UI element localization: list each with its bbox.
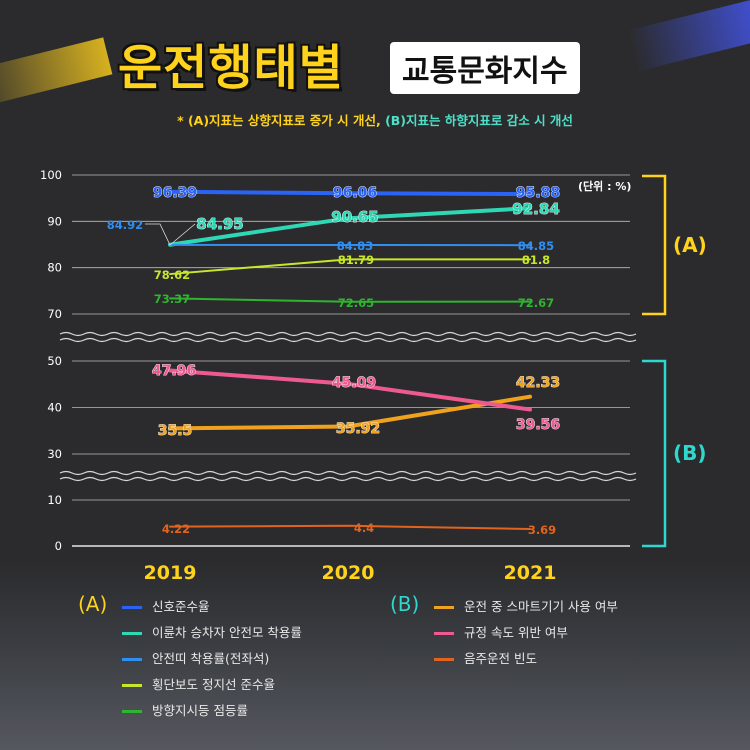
series-line [169,258,531,276]
legend-label: 규정 속도 위반 여부 [464,625,568,640]
series-line [169,524,531,531]
data-label: 35.5 [158,423,193,439]
legend-label: 운전 중 스마트기기 사용 여부 [464,599,618,614]
axis-break-line [59,476,637,482]
y-tick-label: 10 [47,493,62,507]
callout-connector [145,223,196,246]
indicator-note: * (A)지표는 상향지표로 증가 시 개선, (B)지표는 하향지표로 감소 … [0,110,750,129]
legend-swatch [122,606,142,609]
legend-item: 신호준수율 [122,596,210,615]
background-photo [0,560,750,750]
series-line [168,368,532,412]
data-label: 95.88 [516,185,560,201]
data-label: 81.79 [338,253,374,267]
data-label: 84.92 [107,218,143,232]
legend-label: 음주운전 빈도 [464,651,537,666]
x-tick-label: 2020 [322,562,375,584]
chart-series [145,189,532,531]
data-label: 47.96 [152,363,196,379]
axis-break-line [59,470,637,476]
data-label: 96.39 [153,185,197,201]
data-label: 45.09 [332,375,376,391]
y-tick-label: 50 [47,354,62,368]
y-tick-label: 70 [47,307,62,321]
y-tick-label: 40 [47,401,62,415]
axis-breaks [59,331,637,482]
legend-item: 음주운전 빈도 [434,648,537,667]
legend-label: 안전띠 착용률(전좌석) [152,651,270,666]
data-label: 72.65 [338,296,374,310]
x-axis-ticks: 2019 2020 2021 [144,562,557,584]
y-tick-label: 100 [40,168,62,182]
y-tick-label: 30 [47,447,62,461]
data-label: 78.62 [154,268,190,282]
legend-item: 규정 속도 위반 여부 [434,622,568,641]
legend-label: 방향지시등 점등률 [152,703,248,718]
data-label: 81.8 [522,253,550,267]
unit-label: (단위 : %) [578,179,631,193]
page-title: 운전행태별 [118,40,344,96]
y-tick-label: 80 [47,261,62,275]
y-tick-label: 0 [55,539,62,553]
data-label: 4.22 [162,522,190,536]
bracket-a [642,174,667,316]
legend-group-a-label: (A) [78,592,108,616]
series-line [168,394,532,431]
data-label: 39.56 [516,417,560,433]
data-label: 96.06 [333,185,377,201]
legend-item: 안전띠 착용률(전좌석) [122,648,269,667]
series-line [169,297,531,303]
legend-swatch [122,710,142,713]
series-line [168,189,532,197]
legend-swatch [122,658,142,661]
legend-swatch [122,684,142,687]
x-tick-label: 2019 [144,562,197,584]
group-brackets: (A) (B) [642,174,707,548]
data-label: 35.92 [336,421,380,437]
note-part-a: (A)지표는 상향지표로 증가 시 개선, [187,113,381,128]
data-label: 73.37 [154,292,190,306]
y-tick-label: 90 [47,214,62,228]
legend-group-b-label: (B) [390,592,420,616]
note-prefix: * [177,113,188,128]
legend-item: 방향지시등 점등률 [122,700,248,719]
legend-label: 이륜차 승차자 안전모 착용률 [152,625,302,640]
data-label: 90.65 [331,208,378,226]
legend-item: 운전 중 스마트기기 사용 여부 [434,596,618,615]
page-subtitle: 교통문화지수 [390,42,580,94]
axis-break-line [59,337,637,343]
legend-label: 횡단보도 정지선 준수율 [152,677,275,692]
axis-break-line [59,331,637,337]
legend-item: 횡단보도 정지선 준수율 [122,674,275,693]
data-label: 72.67 [518,296,554,310]
chart-grid [72,174,630,547]
legend-swatch [434,658,454,661]
legend-label: 신호준수율 [152,599,210,614]
data-label: 84.83 [337,239,373,253]
data-labels: 96.39 96.06 95.88 84.95 90.65 92.84 84.92 84.83… [107,185,561,537]
x-tick-label: 2021 [504,562,557,584]
data-label: 4.4 [354,521,374,535]
data-label: 84.85 [518,239,554,253]
legend-swatch [122,632,142,635]
data-label: 3.69 [528,523,556,537]
data-label: 84.95 [196,215,243,233]
series-line [168,206,532,247]
legend-item: 이륜차 승차자 안전모 착용률 [122,622,302,641]
group-label-a: (A) [673,233,707,257]
bracket-b [642,359,667,548]
note-part-b: (B)지표는 하향지표로 감소 시 개선 [380,113,573,128]
group-label-b: (B) [673,441,707,465]
legend-swatch [434,632,454,635]
data-label: 42.33 [516,375,560,391]
data-label: 92.84 [512,200,559,218]
legend-swatch [434,606,454,609]
